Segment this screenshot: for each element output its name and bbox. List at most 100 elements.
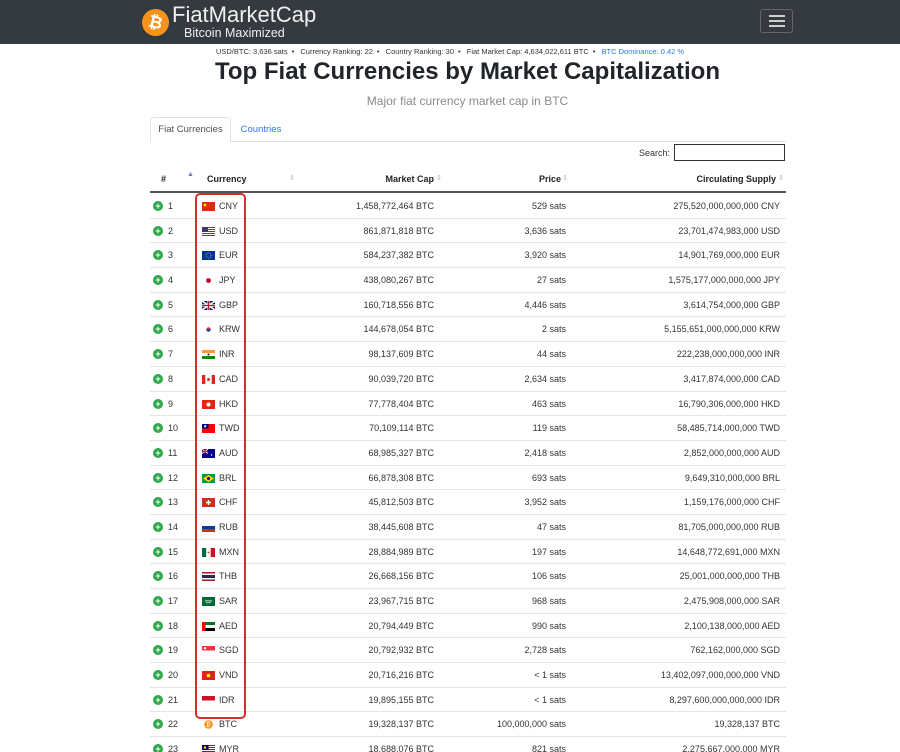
table-row[interactable]: +12 BRL 66,878,308 BTC 693 sats 9,649,310,00… [150, 466, 786, 491]
table-row[interactable]: +20 VND 20,716,216 BTC < 1 sats 13,402,097,0… [150, 663, 786, 688]
currency-code-cell[interactable]: SAR [219, 596, 238, 606]
expand-row-icon[interactable]: + [153, 694, 163, 705]
price-cell: < 1 sats [534, 670, 566, 681]
market-cap-column-header[interactable]: Market Cap [385, 174, 434, 184]
table-row[interactable]: +1 CNY 1,458,772,464 BTC 529 sats 275,520,00… [150, 194, 786, 219]
brand-link[interactable]: ₿ FiatMarketCap Bitcoin Maximized [139, 4, 316, 40]
currency-code-cell[interactable]: INR [219, 349, 235, 360]
table-row[interactable]: +19 SGD 20,792,932 BTC 2,728 sats 762,162,00… [150, 638, 786, 664]
fiat-market-cap-stat: Fiat Market Cap: 4,634,022,611 BTC [466, 47, 589, 56]
price-column-header[interactable]: Price [538, 174, 561, 184]
expand-row-icon[interactable]: + [153, 645, 163, 656]
table-row[interactable]: +7 INR 98,137,609 BTC 44 sats 222,238,000,00… [150, 342, 786, 367]
currency-code-cell[interactable]: CAD [219, 373, 239, 384]
expand-row-icon[interactable]: + [153, 324, 163, 335]
tab-countries[interactable]: Countries [240, 124, 282, 135]
table-row[interactable]: +16 THB 26,668,156 BTC 106 sats 25,001,000,0… [150, 564, 786, 589]
market-cap-cell: 20,792,932 BTC [368, 645, 434, 656]
hkd-flag-icon [202, 399, 215, 409]
market-cap-cell: 98,137,609 BTC [368, 349, 434, 360]
currency-code-cell[interactable]: AUD [219, 447, 239, 458]
price-cell: 4,446 sats [524, 299, 566, 310]
expand-row-icon[interactable]: + [153, 596, 163, 606]
table-row[interactable]: +2 USD 861,871,818 BTC 3,636 sats 23,701,474… [150, 219, 786, 244]
currency-code-cell[interactable]: BRL [219, 472, 237, 483]
currency-code-cell[interactable]: CNY [219, 201, 239, 211]
table-row[interactable]: +22 ₿ BTC 19,328,137 BTC 100,000,000 sats 19,… [150, 712, 786, 738]
table-row[interactable]: +21 IDR 19,895,155 BTC < 1 sats 8,297,600,00… [150, 688, 786, 713]
table-row[interactable]: +5 GBP 160,718,556 BTC 4,446 sats 3,614,754,… [150, 293, 786, 318]
supply-cell: 2,475,908,000,000 SAR [683, 596, 780, 606]
expand-row-icon[interactable]: + [153, 472, 163, 483]
expand-row-icon[interactable]: + [153, 620, 163, 631]
table-row[interactable]: +18 AED 20,794,449 BTC 990 sats 2,100,138,00… [150, 614, 786, 639]
currency-code-cell[interactable]: BTC [219, 719, 237, 730]
expand-row-icon[interactable]: + [153, 201, 163, 211]
search-input[interactable] [674, 144, 786, 161]
currency-code-cell[interactable]: MXN [219, 546, 239, 557]
table-row[interactable]: +15 MXN 28,884,989 BTC 197 sats 14,648,772,6… [150, 540, 786, 565]
expand-row-icon[interactable]: + [153, 299, 163, 310]
expand-row-icon[interactable]: + [153, 744, 163, 752]
expand-row-icon[interactable]: + [153, 373, 163, 384]
brl-flag-icon [202, 473, 215, 483]
rank-cell: 2 [168, 225, 174, 236]
supply-cell: 2,852,000,000,000 AUD [683, 447, 780, 458]
table-row[interactable]: +9 HKD 77,778,404 BTC 463 sats 16,790,306,00… [150, 392, 786, 417]
currency-code-cell[interactable]: USD [219, 225, 239, 236]
expand-row-icon[interactable]: + [153, 225, 163, 236]
currency-code-cell[interactable]: VND [219, 670, 239, 681]
table-row[interactable]: +23 MYR 18,688,076 BTC 821 sats 2,275,667,00… [150, 737, 786, 752]
market-cap-cell: 20,794,449 BTC [368, 620, 434, 631]
currency-code-cell[interactable]: RUB [219, 521, 239, 532]
stats-bar: USD/BTC: 3,636 sats • Currency Ranking: 2… [215, 47, 685, 56]
table-row[interactable]: +4 JPY 438,080,267 BTC 27 sats 1,575,177,000… [150, 268, 786, 293]
expand-row-icon[interactable]: + [153, 719, 163, 730]
expand-row-icon[interactable]: + [153, 423, 163, 434]
expand-row-icon[interactable]: + [153, 546, 163, 557]
rank-cell: 18 [168, 620, 179, 631]
tab-fiat-currencies[interactable]: Fiat Currencies [150, 117, 231, 142]
rank-cell: 1 [168, 201, 174, 211]
market-cap-cell: 90,039,720 BTC [368, 373, 434, 384]
myr-flag-icon [202, 745, 215, 752]
table-row[interactable]: +10 TWD 70,109,114 BTC 119 sats 58,485,714,0… [150, 416, 786, 441]
table-row[interactable]: +11 AUD 68,985,327 BTC 2,418 sats 2,852,000,… [150, 441, 786, 466]
currency-code-cell[interactable]: IDR [219, 694, 235, 705]
table-row[interactable]: +6 KRW 144,678,054 BTC 2 sats 5,155,651,000,… [150, 317, 786, 343]
expand-row-icon[interactable]: + [153, 349, 163, 360]
currency-code-cell[interactable]: SGD [219, 645, 239, 656]
currency-code-cell[interactable]: HKD [219, 398, 239, 409]
currency-code-cell[interactable]: CHF [219, 497, 238, 508]
mxn-flag-icon [202, 547, 215, 557]
menu-toggle-button[interactable] [760, 9, 793, 33]
expand-row-icon[interactable]: + [153, 521, 163, 532]
currency-code-cell[interactable]: KRW [219, 324, 240, 335]
table-row[interactable]: +8 CAD 90,039,720 BTC 2,634 sats 3,417,874,0… [150, 367, 786, 392]
expand-row-icon[interactable]: + [153, 497, 163, 508]
currency-code-cell[interactable]: TWD [219, 423, 240, 434]
table-row[interactable]: +3 EUR 584,237,382 BTC 3,920 sats 14,901,769… [150, 243, 786, 269]
expand-row-icon[interactable]: + [153, 398, 163, 409]
rank-cell: 14 [168, 521, 179, 532]
table-row[interactable]: +13 CHF 45,812,503 BTC 3,952 sats 1,159,176,… [150, 490, 786, 515]
currency-code-cell[interactable]: MYR [219, 744, 239, 752]
rank-column-header[interactable]: # [161, 174, 167, 184]
currency-code-cell[interactable]: THB [219, 571, 237, 582]
btc-dominance-link[interactable]: BTC Dominance: 0.42 % [601, 47, 685, 56]
expand-row-icon[interactable]: + [153, 275, 163, 286]
table-row[interactable]: +17 SAR 23,967,715 BTC 968 sats 2,475,908,00… [150, 589, 786, 614]
currency-code-cell[interactable]: GBP [219, 299, 239, 310]
expand-row-icon[interactable]: + [153, 447, 163, 458]
expand-row-icon[interactable]: + [153, 250, 163, 261]
currency-code-cell[interactable]: JPY [219, 275, 236, 286]
currency-code-cell[interactable]: EUR [219, 250, 239, 261]
table-row[interactable]: +14 RUB 38,445,608 BTC 47 sats 81,705,000,00… [150, 515, 786, 540]
supply-cell: 16,790,306,000,000 HKD [678, 398, 780, 409]
expand-row-icon[interactable]: + [153, 571, 163, 582]
currency-column-header[interactable]: Currency [207, 174, 247, 184]
supply-column-header[interactable]: Circulating Supply [696, 174, 776, 184]
currency-code-cell[interactable]: AED [219, 620, 238, 631]
usd-btc-stat: USD/BTC: 3,636 sats [215, 47, 288, 56]
expand-row-icon[interactable]: + [153, 670, 163, 681]
